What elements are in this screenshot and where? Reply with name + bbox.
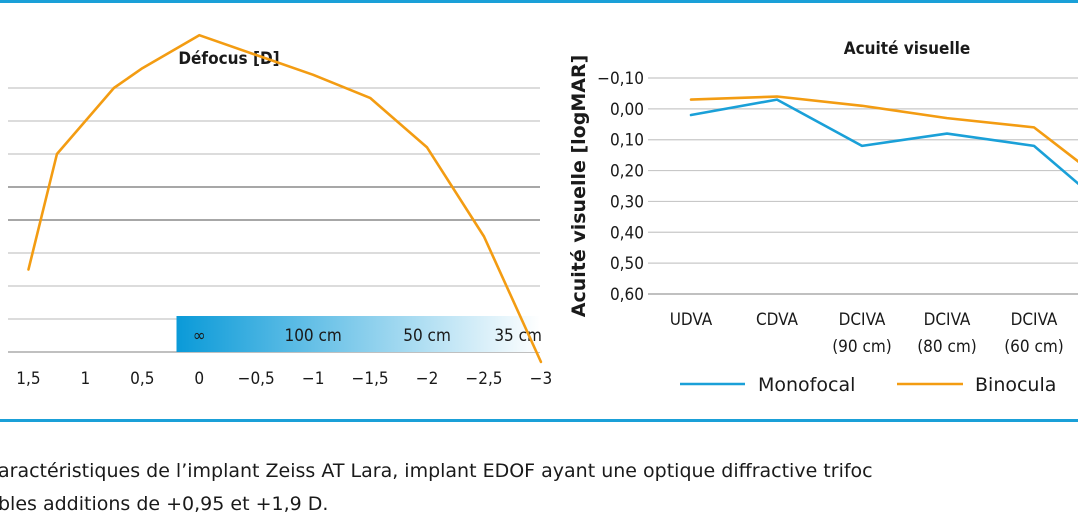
acuity-chart: Acuité visuelle Acuité visuelle [logMAR]… — [568, 39, 1078, 396]
acuity-x-tick-label: DCIVA — [1011, 310, 1058, 330]
distance-band-label: 50 cm — [403, 326, 451, 346]
acuity-y-tick-label: 0,40 — [610, 223, 644, 243]
acuity-y-tick-label: 0,20 — [610, 162, 644, 182]
defocus-x-tick-label: −1 — [302, 369, 325, 389]
defocus-gridlines — [8, 88, 540, 352]
distance-band-label: ∞ — [193, 326, 206, 346]
acuity-y-tick-label: 0,30 — [610, 192, 644, 212]
acuity-chart-title: Acuité visuelle — [844, 39, 970, 59]
acuity-series-line — [691, 97, 1078, 186]
defocus-x-tick-label: 1 — [81, 369, 91, 389]
distance-band — [177, 316, 540, 352]
defocus-x-tick-label: −3 — [530, 369, 553, 389]
legend-label: Monofocal — [758, 374, 855, 396]
caption-line-1: aractéristiques de l’implant Zeiss AT La… — [0, 455, 1078, 488]
acuity-x-tick-label: UDVA — [670, 310, 713, 330]
acuity-x-tick-label: (60 cm) — [1004, 337, 1064, 357]
acuity-x-tick-label: CDVA — [756, 310, 799, 330]
defocus-x-tick-label: −2,5 — [465, 369, 502, 389]
acuity-x-ticks: UDVA CDVA DCIVA (90 cm) DCIVA (80 cm) DCIVA (60… — [670, 310, 1064, 357]
acuity-series — [691, 96, 1078, 210]
acuity-y-tick-label: 0,60 — [610, 285, 644, 305]
defocus-x-ticks: 1,5 1 0,5 0 −0,5 −1 −1,5 −2 −2,5 −3 — [16, 369, 552, 389]
distance-band-label: 100 cm — [284, 326, 341, 346]
acuity-y-tick-label: 0,00 — [610, 100, 644, 120]
distance-band-label: 35 cm — [494, 326, 542, 346]
acuity-y-tick-label: 0,50 — [610, 254, 644, 274]
defocus-x-tick-label: −1,5 — [352, 369, 389, 389]
defocus-x-tick-label: 1,5 — [16, 369, 40, 389]
acuity-y-tick-label: 0,10 — [610, 131, 644, 151]
acuity-series-line — [691, 100, 1078, 211]
defocus-series — [28, 35, 541, 362]
defocus-series-line — [28, 35, 540, 362]
acuity-x-tick-label: DCIVA — [924, 310, 971, 330]
acuity-y-tick-label: −0,10 — [597, 69, 644, 89]
acuity-y-ticks: −0,10 0,00 0,10 0,20 0,30 0,40 0,50 0,60 — [597, 69, 644, 305]
acuity-legend: Monofocal Binocula — [680, 374, 1056, 396]
defocus-x-tick-label: 0 — [194, 369, 204, 389]
acuity-y-axis-label: Acuité visuelle [logMAR] — [568, 55, 590, 318]
acuity-x-tick-label: (80 cm) — [917, 337, 977, 357]
acuity-x-tick-label: DCIVA — [839, 310, 886, 330]
defocus-x-tick-label: −2 — [416, 369, 439, 389]
caption-line-2: bles additions de +0,95 et +1,9 D. — [0, 488, 1078, 521]
defocus-x-tick-label: −0,5 — [238, 369, 275, 389]
figure-caption: aractéristiques de l’implant Zeiss AT La… — [0, 455, 1078, 521]
legend-label: Binocula — [975, 374, 1056, 396]
defocus-x-tick-label: 0,5 — [130, 369, 154, 389]
frame-bottom-rule — [0, 419, 1078, 422]
acuity-x-tick-label: (90 cm) — [832, 337, 892, 357]
